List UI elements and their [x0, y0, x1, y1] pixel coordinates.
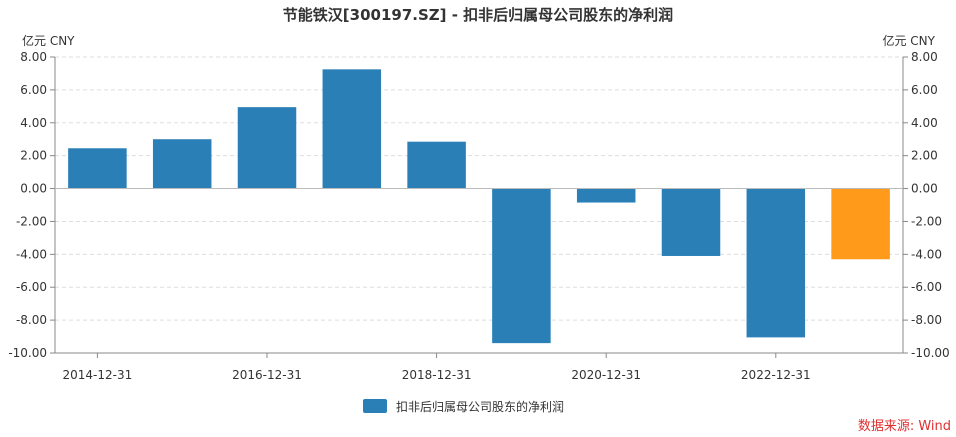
left-tick-label: 8.00: [20, 50, 47, 64]
left-tick-label: -2.00: [16, 214, 47, 228]
right-tick-label: 0.00: [911, 182, 938, 196]
left-tick-label: -4.00: [16, 247, 47, 261]
right-y-ticks: 8.00 6.00 4.00 2.00 0.00 -2.00 -4.00 -6.00 -8.00…: [903, 50, 950, 360]
x-tick-label: 2016-12-31: [232, 368, 302, 382]
left-tick-label: 6.00: [20, 83, 47, 97]
left-tick-label: 0.00: [20, 182, 47, 196]
bar[interactable]: [831, 188, 890, 260]
left-tick-label: -10.00: [8, 346, 47, 360]
bar[interactable]: [152, 139, 212, 189]
chart-title: 节能铁汉[300197.SZ] - 扣非后归属母公司股东的净利润: [283, 6, 673, 24]
x-tick-label: 2014-12-31: [63, 368, 133, 382]
bar[interactable]: [492, 188, 551, 344]
bar[interactable]: [746, 188, 806, 338]
right-tick-label: -8.00: [911, 313, 942, 327]
x-ticks: 2014-12-31 2016-12-31 2018-12-31 2020-12-31…: [63, 353, 811, 382]
bar[interactable]: [576, 188, 636, 203]
right-tick-label: 6.00: [911, 83, 938, 97]
left-tick-label: 2.00: [20, 149, 47, 163]
right-tick-label: 2.00: [911, 149, 938, 163]
right-tick-label: -4.00: [911, 247, 942, 261]
right-tick-label: 8.00: [911, 50, 938, 64]
x-tick-label: 2020-12-31: [571, 368, 641, 382]
bar[interactable]: [407, 141, 466, 189]
right-tick-label: 4.00: [911, 116, 938, 130]
x-tick-label: 2022-12-31: [741, 368, 811, 382]
left-tick-label: -8.00: [16, 313, 47, 327]
right-tick-label: -2.00: [911, 214, 942, 228]
bar[interactable]: [322, 69, 382, 189]
x-tick-label: 2018-12-31: [402, 368, 472, 382]
legend-swatch: [363, 399, 387, 413]
bar[interactable]: [237, 107, 297, 189]
legend[interactable]: 扣非后归属母公司股东的净利润: [363, 399, 564, 414]
left-y-ticks: 8.00 6.00 4.00 2.00 0.00 -2.00 -4.00 -6.00 -8.00…: [8, 50, 55, 360]
right-axis-unit: 亿元 CNY: [882, 33, 935, 48]
right-tick-label: -6.00: [911, 280, 942, 294]
left-tick-label: 4.00: [20, 116, 47, 130]
data-source: 数据来源: Wind: [858, 419, 951, 434]
legend-label: 扣非后归属母公司股东的净利润: [396, 399, 564, 414]
right-tick-label: -10.00: [911, 346, 950, 360]
axes: [54, 57, 904, 354]
bar[interactable]: [661, 188, 721, 256]
bar[interactable]: [68, 148, 127, 189]
bars: [68, 69, 890, 344]
left-axis-unit: 亿元 CNY: [22, 33, 75, 48]
left-tick-label: -6.00: [16, 280, 47, 294]
